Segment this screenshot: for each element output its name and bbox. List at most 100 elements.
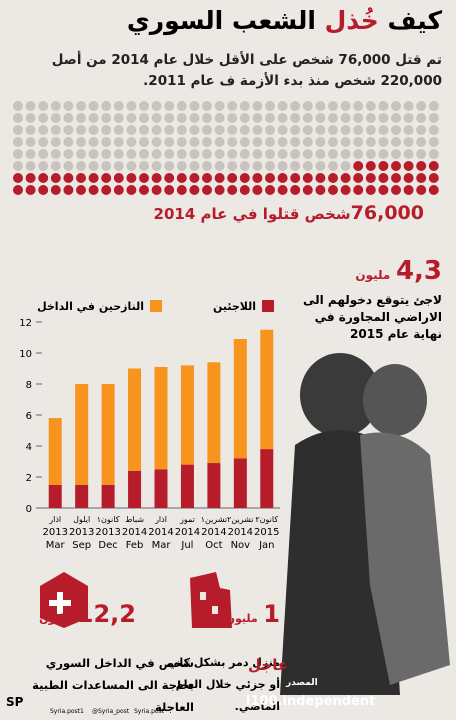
dot [101, 125, 112, 135]
dot [277, 101, 288, 111]
dot [227, 101, 238, 111]
dot [139, 137, 149, 147]
photo-child-body [360, 432, 450, 685]
dot [189, 185, 200, 195]
legend-label: النازحين في الداخل [37, 300, 144, 313]
dot [164, 161, 175, 171]
dot [50, 101, 61, 111]
dot [239, 113, 250, 123]
dot [101, 113, 112, 123]
dot [265, 125, 275, 135]
dot [76, 149, 86, 159]
dot [214, 125, 225, 135]
dot [113, 113, 124, 123]
dot [202, 185, 212, 195]
dot [353, 101, 364, 111]
bar-segment [128, 470, 142, 508]
x-tick-label: Mar [46, 540, 66, 551]
dot [403, 149, 414, 159]
dot [302, 173, 313, 183]
dot [378, 149, 389, 159]
dot [202, 101, 212, 111]
dot [290, 113, 301, 123]
dot [38, 137, 49, 147]
killed-text: شخص قتلوا في عام 2014 [153, 205, 351, 223]
dot [328, 125, 338, 135]
x-tick-arabic: شباط [125, 515, 144, 524]
dot [126, 173, 137, 183]
title-part: خُذل [324, 6, 379, 35]
dot [164, 149, 175, 159]
dot [151, 185, 162, 195]
x-tick-year: 2014 [175, 527, 200, 538]
dot [428, 185, 439, 195]
dot [214, 161, 225, 171]
dot [353, 149, 364, 159]
dot [252, 137, 263, 147]
dot [416, 101, 427, 111]
dot [328, 161, 338, 171]
dot [101, 173, 112, 183]
dot [290, 173, 301, 183]
dot [50, 113, 61, 123]
dot [189, 137, 200, 147]
refugees-unit: مليون [355, 268, 391, 282]
dot [176, 101, 187, 111]
dot [328, 137, 338, 147]
dot [25, 173, 36, 183]
dot [315, 137, 326, 147]
dot [50, 149, 61, 159]
dot [25, 125, 36, 135]
dot [113, 125, 124, 135]
dot [391, 149, 401, 159]
dot [50, 161, 61, 171]
dot [227, 125, 238, 135]
dot [76, 161, 86, 171]
dot [328, 113, 338, 123]
dot [315, 149, 326, 159]
dot [428, 113, 439, 123]
x-tick-label: Jan [258, 540, 274, 551]
window [212, 606, 218, 614]
dot [428, 101, 439, 111]
dot [252, 161, 263, 171]
dot [378, 185, 389, 195]
dot [290, 137, 301, 147]
dot [239, 185, 250, 195]
dot [428, 149, 439, 159]
dot [416, 161, 427, 171]
dot [227, 173, 238, 183]
dot [76, 101, 86, 111]
dot [164, 173, 175, 183]
dot [365, 137, 376, 147]
house-icon [190, 572, 232, 628]
dot [88, 149, 99, 159]
photo-child-head [363, 364, 427, 436]
dot [50, 125, 61, 135]
dot [353, 161, 364, 171]
dot [277, 113, 288, 123]
bar-segment [260, 449, 274, 508]
dot [176, 173, 187, 183]
dot [63, 137, 74, 147]
dot [88, 185, 99, 195]
dot [391, 101, 401, 111]
x-tick-year: 2013 [95, 527, 120, 538]
dot [340, 161, 351, 171]
dot [25, 149, 36, 159]
dot [202, 125, 212, 135]
dot [126, 149, 137, 159]
refugees-text: لاجئ يتوقع دخولهم الى الاراضي المجاورة ف… [302, 293, 442, 341]
dot [265, 137, 275, 147]
dot [365, 149, 376, 159]
dot [63, 173, 74, 183]
dot [13, 125, 23, 135]
dot [63, 161, 74, 171]
dot [265, 113, 275, 123]
dot [340, 185, 351, 195]
source: i100.independent [246, 694, 376, 709]
dot [25, 137, 36, 147]
homes-text: منزل دمر بشكل كلي أو جزئي خلال العام الم… [167, 656, 280, 713]
dot [340, 149, 351, 159]
dot [189, 101, 200, 111]
